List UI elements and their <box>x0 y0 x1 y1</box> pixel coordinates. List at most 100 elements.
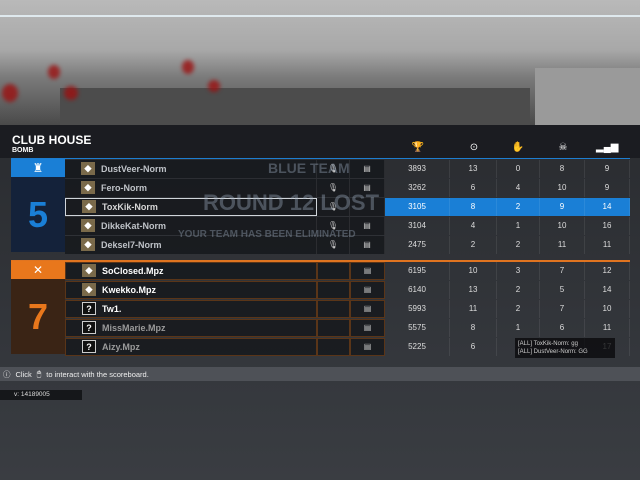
player-row[interactable]: ◆ DikkeKat-Norm 🎙 ▤ 3104 4 1 10 16 <box>65 216 630 235</box>
player-name-cell[interactable]: ◆ SoClosed.Mpz <box>65 261 317 280</box>
blood-splatter <box>208 80 220 92</box>
mute-voice-button[interactable] <box>317 299 350 318</box>
skull-icon: ☠ <box>558 142 568 153</box>
mute-chat-button[interactable]: ▤ <box>350 235 385 254</box>
player-row[interactable]: ◆ ToxKik-Norm 🎙 3105 8 2 9 14 <box>65 197 630 216</box>
player-name: Kwekko.Mpz <box>102 284 157 295</box>
mute-chat-button[interactable]: ▤ <box>350 318 385 337</box>
kills: 13 <box>450 159 497 178</box>
ping: 14 <box>585 197 630 216</box>
mute-voice-button[interactable]: 🎙 <box>317 197 350 216</box>
player-name-cell[interactable]: ◆ DikkeKat-Norm <box>65 216 317 235</box>
player-row[interactable]: ? Tw1. ▤ 5993 11 2 7 10 <box>65 299 630 318</box>
player-name-cell[interactable]: ◆ DustVeer-Norm <box>65 159 317 178</box>
info-icon: ⓘ <box>3 369 11 379</box>
chat-box: [ALL] ToxKik-Norm: gg [ALL] DustVeer-Nor… <box>515 338 615 358</box>
mute-chat-button[interactable]: ▤ <box>350 178 385 197</box>
player-name-cell[interactable]: ◆ Kwekko.Mpz <box>65 280 317 299</box>
player-row[interactable]: ◆ DustVeer-Norm 🎙 ▤ 3893 13 0 8 9 <box>65 159 630 178</box>
assists: 2 <box>497 235 540 254</box>
player-row[interactable]: ? MissMarie.Mpz ▤ 5575 8 1 6 11 <box>65 318 630 337</box>
team-badge: ♜ 5 <box>11 159 65 252</box>
team-divider <box>11 260 630 262</box>
assists: 2 <box>497 197 540 216</box>
deaths: 10 <box>540 178 585 197</box>
deaths: 7 <box>540 299 585 318</box>
kills: 8 <box>450 318 497 337</box>
deaths: 5 <box>540 280 585 299</box>
crossed-swords-icon: ✕ <box>11 261 65 279</box>
kills: 11 <box>450 299 497 318</box>
player-row[interactable]: ◆ Deksel7-Norm 🎙 ▤ 2475 2 2 11 11 <box>65 235 630 254</box>
mute-chat-button[interactable]: ▤ <box>350 299 385 318</box>
player-name: Deksel7-Norm <box>101 239 162 250</box>
assists: 0 <box>497 159 540 178</box>
player-row[interactable]: ? Aizy.Mpz ▤ 5225 6 17 <box>65 337 630 356</box>
blood-splatter <box>48 65 60 79</box>
player-name-cell[interactable]: ◆ Deksel7-Norm <box>65 235 317 254</box>
player-name: SoClosed.Mpz <box>102 265 164 276</box>
mute-voice-button[interactable] <box>317 261 350 280</box>
mute-chat-button[interactable]: ▤ <box>350 159 385 178</box>
player-name-cell[interactable]: ◆ ToxKik-Norm <box>65 197 317 216</box>
mute-voice-button[interactable]: 🎙 <box>317 216 350 235</box>
player-name-cell[interactable]: ? Tw1. <box>65 299 317 318</box>
assists: 2 <box>497 299 540 318</box>
mute-voice-button[interactable] <box>317 318 350 337</box>
deaths: 6 <box>540 318 585 337</box>
blood-splatter <box>2 84 18 102</box>
blood-splatter <box>64 86 78 100</box>
kills: 6 <box>450 178 497 197</box>
player-row[interactable]: ◆ SoClosed.Mpz ▤ 6195 10 3 7 12 <box>65 261 630 280</box>
mute-chat-button[interactable]: ▤ <box>350 261 385 280</box>
player-name: Aizy.Mpz <box>102 341 140 352</box>
player-name-cell[interactable]: ? MissMarie.Mpz <box>65 318 317 337</box>
deaths: 7 <box>540 261 585 280</box>
ping: 11 <box>585 318 630 337</box>
assists: 1 <box>497 216 540 235</box>
operator-icon: ◆ <box>81 181 95 194</box>
mute-voice-button[interactable]: 🎙 <box>317 235 350 254</box>
mouse-icon: 🖱 <box>36 369 42 378</box>
ping: 9 <box>585 159 630 178</box>
score: 5575 <box>385 318 450 337</box>
mute-voice-button[interactable] <box>317 280 350 299</box>
mute-voice-button[interactable]: 🎙 <box>317 178 350 197</box>
mute-chat-button[interactable]: ▤ <box>350 216 385 235</box>
player-name-cell[interactable]: ◆ Fero-Norm <box>65 178 317 197</box>
hint-text: to interact with the scoreboard. <box>46 369 149 379</box>
blood-splatter <box>182 60 194 74</box>
score: 2475 <box>385 235 450 254</box>
target-icon: ⊙ <box>469 142 479 153</box>
team-score: 7 <box>11 279 65 354</box>
unknown-operator-icon: ? <box>82 340 96 353</box>
deaths: 9 <box>540 197 585 216</box>
signal-icon: ▂▄▆ <box>596 142 619 153</box>
mute-chat-button[interactable] <box>350 197 385 216</box>
chat-message: [ALL] DustVeer-Norm: GG <box>518 349 588 355</box>
mute-chat-button[interactable]: ▤ <box>350 280 385 299</box>
mute-voice-button[interactable] <box>317 337 350 356</box>
hand-icon: ✋ <box>511 142 525 153</box>
brick-wall <box>60 88 530 125</box>
player-name: Fero-Norm <box>101 182 148 193</box>
mute-chat-button[interactable]: ▤ <box>350 337 385 356</box>
ping: 12 <box>585 261 630 280</box>
player-name: DustVeer-Norm <box>101 163 167 174</box>
score: 6195 <box>385 261 450 280</box>
ping: 14 <box>585 280 630 299</box>
player-row[interactable]: ◆ Kwekko.Mpz ▤ 6140 13 2 5 14 <box>65 280 630 299</box>
player-name-cell[interactable]: ? Aizy.Mpz <box>65 337 317 356</box>
player-row[interactable]: ◆ Fero-Norm 🎙 ▤ 3262 6 4 10 9 <box>65 178 630 197</box>
hud-line <box>0 15 640 17</box>
player-name: Tw1. <box>102 303 122 314</box>
trophy-icon: 🏆 <box>411 142 425 153</box>
ping: 9 <box>585 178 630 197</box>
assists: 2 <box>497 280 540 299</box>
chat-message: [ALL] ToxKik-Norm: gg <box>518 341 578 347</box>
assists: 4 <box>497 178 540 197</box>
operator-icon: ◆ <box>81 162 95 175</box>
operator-icon: ◆ <box>82 264 96 277</box>
team-divider <box>11 158 630 159</box>
mute-voice-button[interactable]: 🎙 <box>317 159 350 178</box>
